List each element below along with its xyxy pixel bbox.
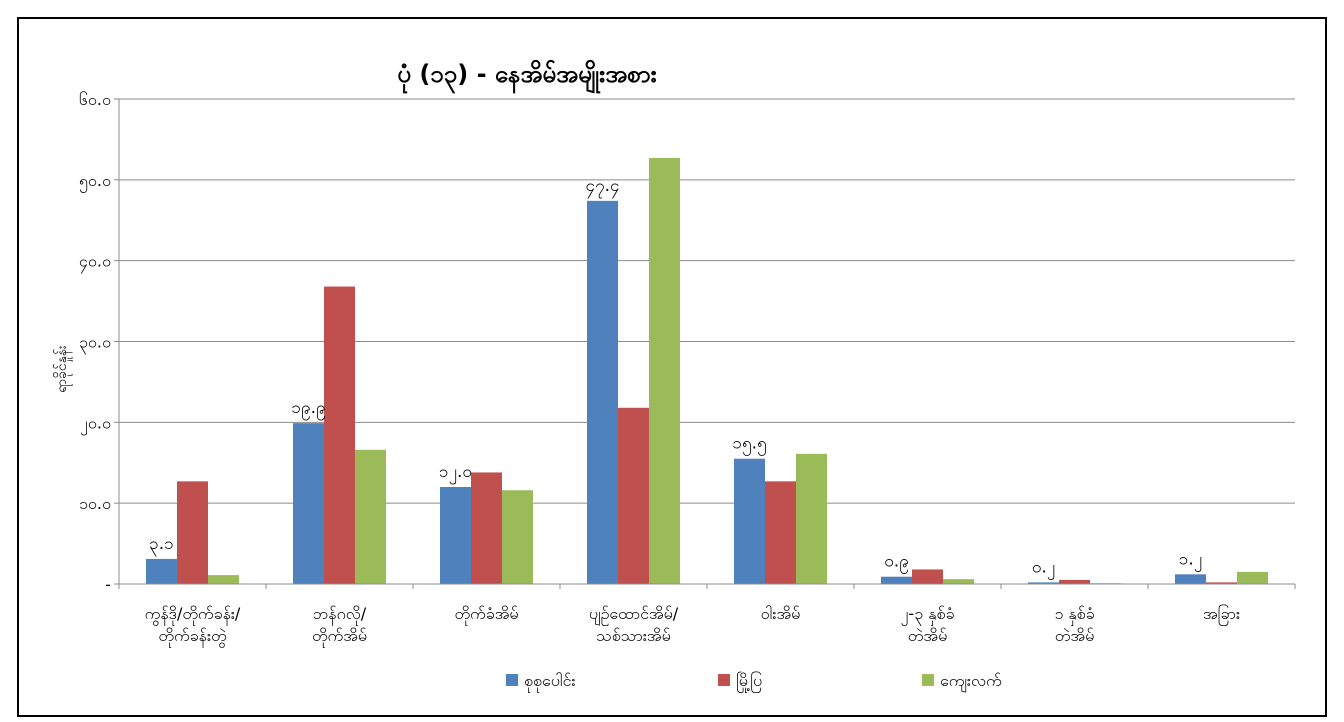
bar: [943, 579, 974, 584]
data-label: ၄၇.၄: [585, 176, 619, 199]
bar: [765, 481, 796, 584]
y-tick-label: ၃၀.၀: [79, 333, 111, 355]
y-tick-label: ၅၀.၀: [79, 171, 111, 193]
legend-entry: မြို့ပြ: [736, 671, 762, 693]
x-tick-label: ဘန်ဂလို/တိုက်အိမ်: [312, 604, 367, 648]
data-label: ၀.၂: [1032, 557, 1055, 580]
gridlines: [114, 98, 1295, 585]
legend-swatch: [922, 674, 934, 686]
y-tick-label: ၆၀.၀: [79, 90, 111, 109]
x-tick-label: တိုက်ခံအိမ်: [454, 604, 518, 626]
y-tick-label: ၄၀.၀: [79, 252, 111, 274]
bar: [1206, 582, 1237, 584]
bar: [796, 453, 827, 584]
data-label: ၁၅.၅: [732, 434, 766, 457]
x-tick-label: ပျဉ်ထောင်အိမ်/သစ်သားအိမ်: [589, 604, 679, 645]
x-tick-label: ကွန်ဒို/တိုက်ခန်း/တိုက်ခန်းတွဲ: [145, 604, 241, 648]
legend-entry: ကျေးလက်: [940, 671, 1002, 693]
bar: [587, 200, 618, 584]
y-tick-label: ၁၀.၀: [79, 494, 111, 513]
data-label: ၃.၁: [149, 534, 174, 557]
bar: [293, 423, 324, 584]
bar: [618, 407, 649, 584]
axes: [118, 99, 1296, 589]
x-tick-labels: ကွန်ဒို/တိုက်ခန်း/တိုက်ခန်းတွဲ ဘန်ဂလို/တိ…: [145, 604, 1240, 648]
data-label: ၀.၉: [884, 552, 909, 575]
bar: [649, 158, 680, 584]
x-tick-label: ၁ နှစ်ခံတဲအိမ်: [1054, 604, 1094, 645]
bar: [440, 487, 471, 584]
bar: [1237, 571, 1268, 584]
bar: [208, 575, 239, 584]
legend-swatch: [506, 674, 518, 686]
data-label: ၁.၂: [1179, 549, 1202, 572]
bar: [502, 490, 533, 584]
bar: [1175, 574, 1206, 584]
bar: [734, 458, 765, 584]
bar: [471, 472, 502, 584]
y-tick-labels: - ၁၀.၀ ၂၀.၀ ၃၀.၀ ၄၀.၀ ၅၀.၀ ၆၀.၀: [79, 90, 111, 594]
data-label: ၁၂.၀: [439, 462, 472, 485]
y-tick-label: ၂၀.၀: [80, 413, 111, 435]
bar-chart: ပုံ (၁၃) - နေအိမ်အမျိုးအစား ရာခိုင်နှုန်…: [54, 59, 1296, 693]
bar: [177, 481, 208, 584]
legend-swatch: [718, 674, 730, 686]
legend-entry: စုစုပေါင်း: [524, 671, 576, 693]
legend: စုစုပေါင်း မြို့ပြ ကျေးလက်: [506, 671, 1002, 693]
data-label: ၁၉.၉: [291, 398, 325, 421]
data-labels: ၃.၁ ၁၉.၉၁၂.၀ ၄၇.၄၁၅.၅၀.၉ ၀.၂ ၁.၂: [149, 176, 1202, 581]
y-tick-label: -: [105, 575, 111, 594]
y-axis-label: ရာခိုင်နှုန်း: [54, 345, 72, 393]
x-tick-label: ၂-၃ နှစ်ခံတဲအိမ်: [901, 604, 955, 645]
x-tick-label: အခြား: [1203, 604, 1240, 626]
bar: [355, 449, 386, 584]
chart-title: ပုံ (၁၃) - နေအိမ်အမျိုးအစား: [397, 59, 656, 94]
bar: [912, 569, 943, 584]
bar: [146, 558, 177, 584]
bars: [146, 158, 1268, 584]
bar: [324, 286, 355, 584]
chart-frame: ပုံ (၁၃) - နေအိမ်အမျိုးအစား ရာခိုင်နှုန်…: [17, 17, 1327, 717]
bar: [1059, 579, 1090, 584]
bar: [881, 576, 912, 584]
x-tick-label: ဝါးအိမ်: [761, 604, 801, 623]
bar: [1028, 582, 1059, 584]
